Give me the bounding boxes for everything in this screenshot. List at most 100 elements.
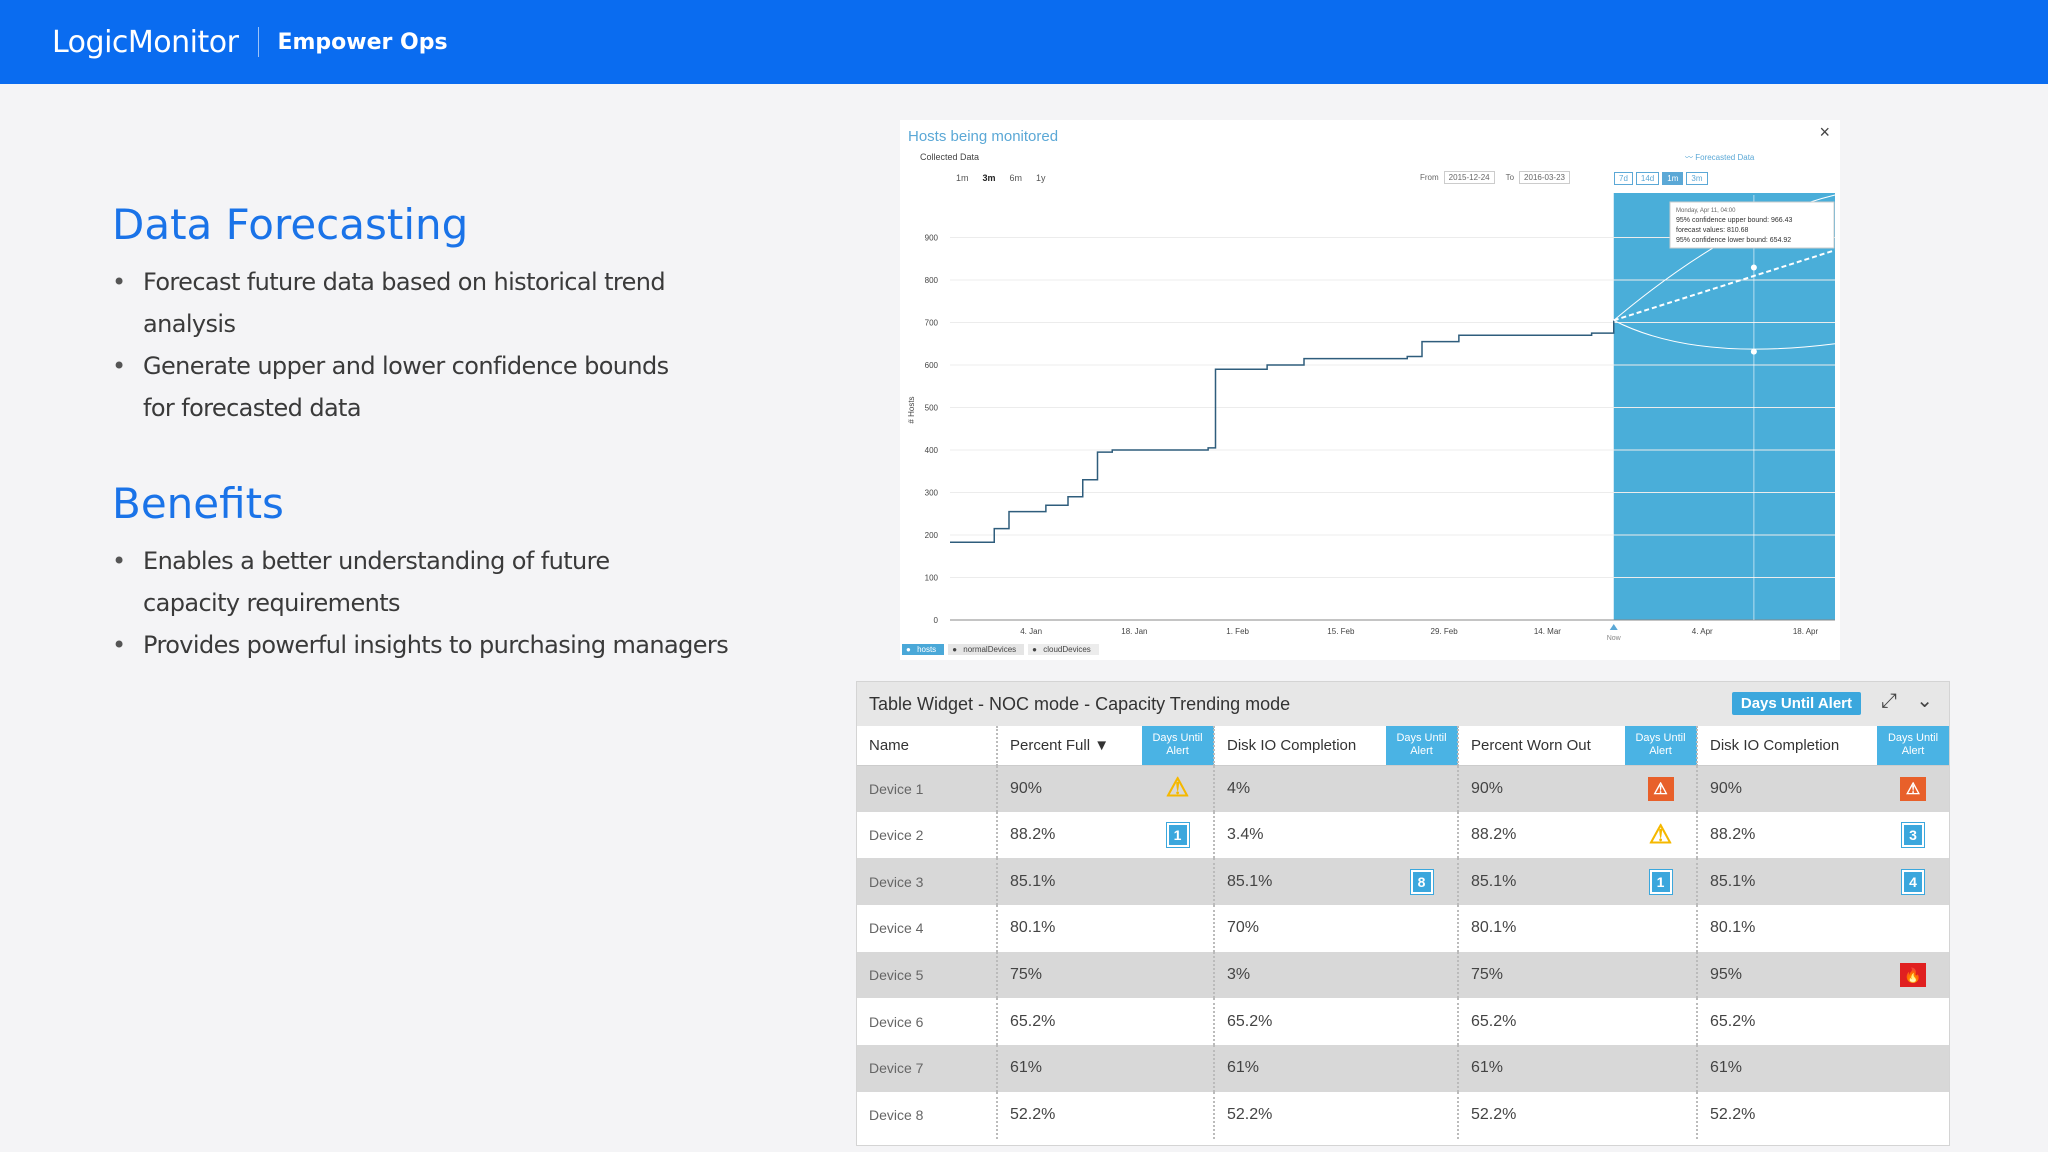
days-count-badge[interactable]: 1 <box>1648 868 1673 895</box>
alert-cell <box>1625 905 1697 952</box>
table-row[interactable]: Device 8 52.2% 52.2% 52.2% 52.2% <box>857 1091 1949 1139</box>
legend-cloud-devices[interactable]: ● cloudDevices <box>1028 644 1099 655</box>
table-row[interactable]: Device 5 75% 3% 75% 95% 🔥 <box>857 951 1949 999</box>
x-tick-label: 18. Jan <box>1121 627 1147 636</box>
y-tick-label: 0 <box>934 616 939 625</box>
percent-worn-value: 80.1% <box>1457 905 1625 952</box>
y-tick-label: 400 <box>925 446 939 455</box>
range-1m[interactable]: 1m <box>956 173 969 183</box>
zoom-14d[interactable]: 14d <box>1635 172 1660 185</box>
legend-normal-devices[interactable]: ● normalDevices <box>948 644 1025 655</box>
alert-cell: 1 <box>1142 812 1214 859</box>
x-tick-label: 18. Apr <box>1793 627 1819 636</box>
x-tick-label: 29. Feb <box>1431 627 1459 636</box>
zoom-7d[interactable]: 7d <box>1614 172 1633 185</box>
warning-icon[interactable]: ⚠ <box>1648 818 1673 849</box>
disk-io-value: 3.4% <box>1213 811 1386 859</box>
to-date-input[interactable]: 2016-03-23 <box>1519 171 1570 184</box>
alert-cell <box>1386 1045 1458 1092</box>
close-icon[interactable]: × <box>1819 122 1830 142</box>
table-body: Device 1 90% ⚠ 4% 90% ⚠ 90% ⚠ Device 2 88.2% 1 3.4%… <box>857 765 1949 1139</box>
date-range: From 2015-12-24 To 2016-03-23 <box>1420 171 1570 184</box>
forecast-chart-panel: Hosts being monitored × Collected Data 〰… <box>900 120 1840 660</box>
table-widget-title: Table Widget - NOC mode - Capacity Trend… <box>869 693 1291 714</box>
expand-icon[interactable]: ⤢ <box>1881 690 1897 712</box>
alert-cell <box>1877 998 1949 1045</box>
alert-cell <box>1142 998 1214 1045</box>
disk-io-value: 52.2% <box>1696 1091 1877 1139</box>
tooltip-line: 95% confidence lower bound: 654.92 <box>1676 237 1791 244</box>
percent-full-value: 88.2% <box>996 811 1142 859</box>
legend-hosts[interactable]: ● hosts <box>902 644 945 655</box>
lower-bound-point <box>1750 348 1757 355</box>
alert-cell: 1 <box>1625 858 1697 906</box>
days-until-alert-badge[interactable]: Days Until Alert <box>1731 692 1861 715</box>
days-count-badge[interactable]: 4 <box>1901 868 1925 895</box>
table-row[interactable]: Device 4 80.1% 70% 80.1% 80.1% <box>857 905 1949 952</box>
forecast-zoom: 7d 14d 1m 3m <box>1614 172 1708 185</box>
section-title-forecasting: Data Forecasting <box>112 200 469 249</box>
from-label: From <box>1420 173 1439 182</box>
zoom-1m[interactable]: 1m <box>1662 172 1684 185</box>
device-name: Device 8 <box>869 1107 924 1124</box>
disk-io-value: 85.1% <box>1213 858 1386 906</box>
col-name[interactable]: Name <box>857 726 997 766</box>
from-date-input[interactable]: 2015-12-24 <box>1443 171 1495 184</box>
alert-cell <box>1386 1092 1458 1139</box>
range-1y[interactable]: 1y <box>1036 173 1046 183</box>
benefits-bullets: Enables a better understanding of future… <box>112 540 752 666</box>
range-6m[interactable]: 6m <box>1009 173 1023 183</box>
now-label: Now <box>1607 635 1622 640</box>
zoom-3m[interactable]: 3m <box>1686 172 1708 185</box>
col-disk-io-completion[interactable]: Disk IO Completion <box>1213 726 1386 766</box>
percent-full-value: 90% <box>996 765 1142 812</box>
disk-io-value: 61% <box>1696 1045 1877 1092</box>
disk-io-value: 70% <box>1213 905 1386 952</box>
table-row[interactable]: Device 7 61% 61% 61% 61% <box>857 1045 1949 1092</box>
logicmonitor-logo[interactable]: LogicMonitor <box>52 24 239 60</box>
percent-worn-value: 75% <box>1457 951 1625 999</box>
table-row[interactable]: Device 2 88.2% 1 3.4% 88.2% ⚠ 88.2% 3 <box>857 811 1949 859</box>
table-row[interactable]: Device 6 65.2% 65.2% 65.2% 65.2% <box>857 998 1949 1046</box>
disk-io-value: 61% <box>1213 1045 1386 1092</box>
collected-data-label: Collected Data <box>920 152 980 162</box>
sort-desc-icon[interactable]: ▼ <box>1094 736 1110 754</box>
col-percent-full[interactable]: Percent Full ▼ <box>996 726 1142 766</box>
feature-description: Data Forecasting Forecast future data ba… <box>112 200 752 666</box>
days-count-badge[interactable]: 1 <box>1165 822 1190 849</box>
warning-icon[interactable]: ⚠ <box>1165 772 1190 803</box>
alert-cell <box>1877 1092 1949 1139</box>
days-count-badge[interactable]: 3 <box>1901 822 1925 849</box>
y-tick-label: 300 <box>925 489 939 498</box>
disk-io-value: 95% <box>1696 951 1877 999</box>
warning-critical-icon[interactable]: ⚠ <box>1647 776 1674 801</box>
alert-cell: ⚠ <box>1625 765 1697 812</box>
alert-cell: 3 <box>1877 812 1949 859</box>
percent-full-value: 75% <box>996 951 1142 999</box>
days-count-badge[interactable]: 8 <box>1409 868 1434 895</box>
col-days-until-alert[interactable]: Days Until Alert <box>1386 726 1458 766</box>
range-3m[interactable]: 3m <box>982 173 996 183</box>
warning-critical-icon[interactable]: ⚠ <box>1900 776 1926 801</box>
lower-bound-line <box>1613 319 1836 350</box>
forecast-point <box>1750 264 1757 271</box>
col-days-until-alert[interactable]: Days Until Alert <box>1142 726 1214 766</box>
chevron-down-icon[interactable]: ⌄ <box>1916 690 1933 712</box>
percent-full-value: 61% <box>996 1045 1142 1092</box>
table-row[interactable]: Device 3 85.1% 85.1% 8 85.1% 1 85.1% 4 <box>857 858 1949 906</box>
forecasting-bullets: Forecast future data based on historical… <box>112 261 752 429</box>
fire-icon[interactable]: 🔥 <box>1900 963 1926 988</box>
col-percent-worn-out[interactable]: Percent Worn Out <box>1457 726 1625 766</box>
col-days-until-alert[interactable]: Days Until Alert <box>1625 726 1697 766</box>
alert-cell <box>1386 998 1458 1045</box>
table-row[interactable]: Device 1 90% ⚠ 4% 90% ⚠ 90% ⚠ <box>857 765 1949 812</box>
device-name: Device 2 <box>869 827 924 844</box>
legend-normal-label: normalDevices <box>963 645 1017 654</box>
y-tick-label: 200 <box>925 531 939 540</box>
alert-cell <box>1386 765 1458 812</box>
forecasted-data-label: 〰 Forecasted Data <box>1685 153 1755 162</box>
col-days-until-alert[interactable]: Days Until Alert <box>1877 726 1949 766</box>
col-disk-io-completion[interactable]: Disk IO Completion <box>1696 726 1877 766</box>
col-percent-full-label: Percent Full <box>1010 736 1091 754</box>
product-name: Empower Ops <box>277 29 448 55</box>
